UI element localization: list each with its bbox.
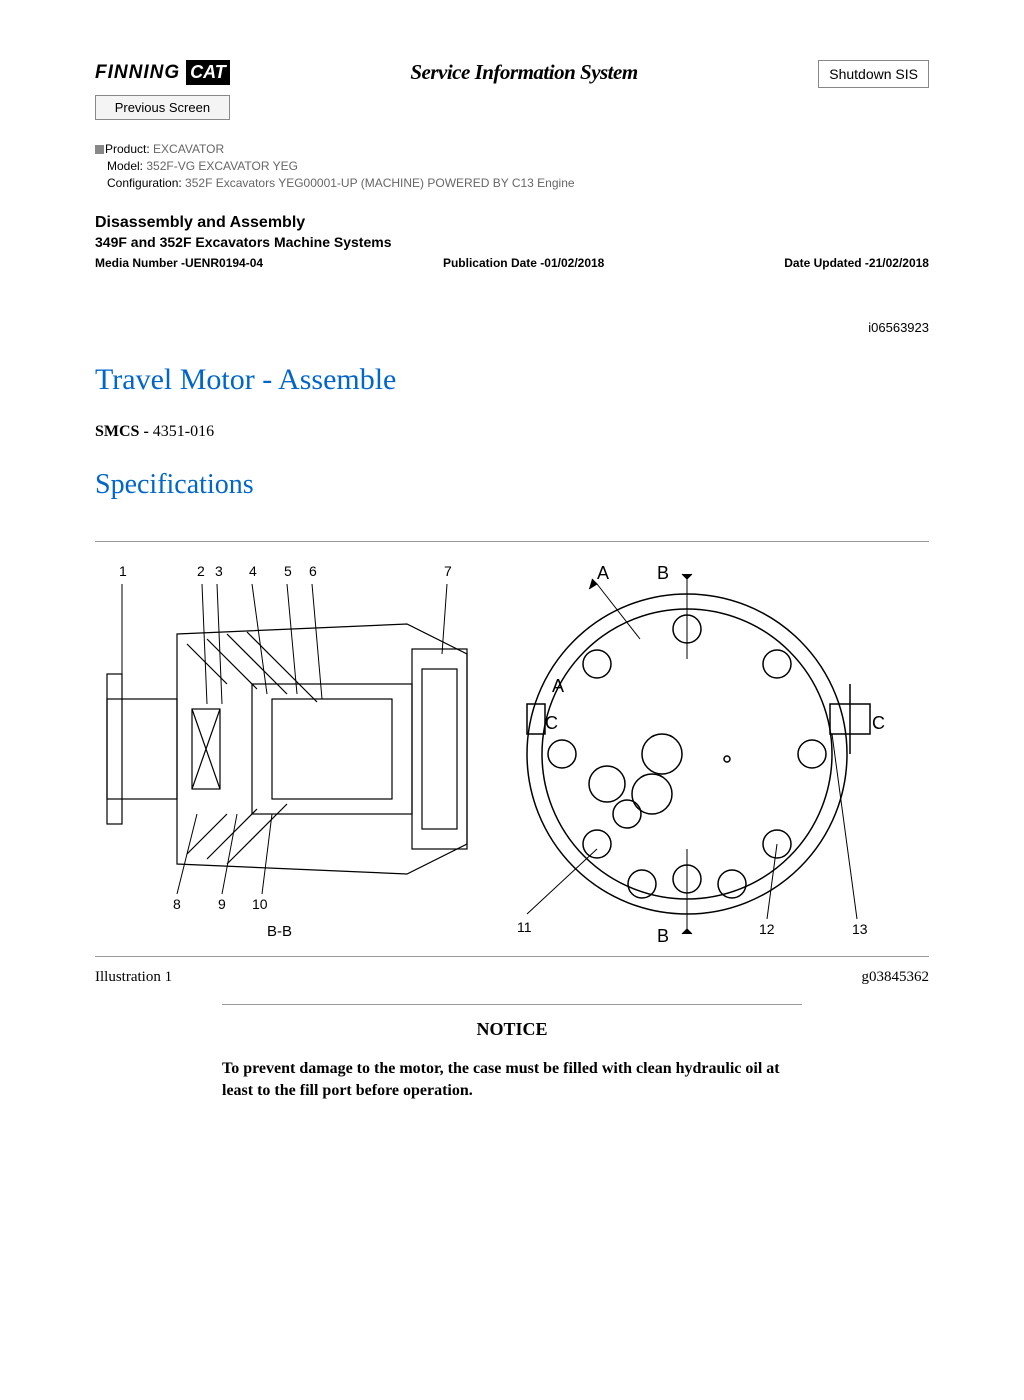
- smcs-val: 4351-016: [153, 423, 214, 440]
- notice-divider: [222, 1004, 802, 1005]
- speaker-icon: [95, 145, 104, 154]
- cat-logo-text: CAT: [186, 60, 230, 85]
- letter-C-right: C: [872, 713, 885, 733]
- doc-subheading: 349F and 352F Excavators Machine Systems: [95, 234, 929, 250]
- pub-date: Publication Date -01/02/2018: [443, 256, 604, 270]
- logo-combo: FINNING CAT: [95, 60, 230, 85]
- smcs-label: SMCS -: [95, 423, 153, 440]
- letter-A-mid: A: [552, 676, 564, 696]
- meta-config-row: Configuration: 352F Excavators YEG00001-…: [95, 176, 929, 190]
- meta-block: Product: EXCAVATOR Model: 352F-VG EXCAVA…: [95, 142, 929, 190]
- callout-6: 6: [309, 563, 317, 579]
- logo-block: FINNING CAT Previous Screen: [95, 60, 230, 120]
- meta-product-row: Product: EXCAVATOR: [95, 142, 929, 156]
- letter-C-left: C: [545, 713, 558, 733]
- illustration-caption: Illustration 1 g03845362: [95, 969, 929, 986]
- travel-motor-diagram-svg: 1 2 3 4 5 6 7 8 9 10 B-B: [95, 554, 929, 944]
- meta-product-val: EXCAVATOR: [150, 142, 224, 156]
- finning-logo-text: FINNING: [95, 62, 180, 84]
- doc-heading: Disassembly and Assembly: [95, 214, 929, 232]
- illustration-label: Illustration 1: [95, 969, 172, 986]
- callout-7: 7: [444, 563, 452, 579]
- shutdown-sis-button[interactable]: Shutdown SIS: [818, 60, 929, 88]
- notice-block: NOTICE To prevent damage to the motor, t…: [222, 1004, 802, 1101]
- callout-2: 2: [197, 563, 205, 579]
- callout-9: 9: [218, 896, 226, 912]
- letter-A-top: A: [597, 563, 609, 583]
- callout-8: 8: [173, 896, 181, 912]
- callout-13: 13: [852, 921, 868, 937]
- previous-screen-button[interactable]: Previous Screen: [95, 95, 230, 120]
- smcs-row: SMCS - 4351-016: [95, 423, 929, 441]
- divider-top: [95, 541, 929, 542]
- letter-B-top: B: [657, 563, 669, 583]
- meta-model-row: Model: 352F-VG EXCAVATOR YEG: [95, 159, 929, 173]
- callout-10: 10: [252, 896, 268, 912]
- illustration-code: g03845362: [862, 969, 930, 986]
- meta-product-label: Product:: [105, 142, 150, 156]
- meta-config-val: 352F Excavators YEG00001-UP (MACHINE) PO…: [182, 176, 575, 190]
- callout-3: 3: [215, 563, 223, 579]
- callout-4: 4: [249, 563, 257, 579]
- illustration-diagram: 1 2 3 4 5 6 7 8 9 10 B-B: [95, 554, 929, 944]
- sis-title: Service Information System: [410, 60, 637, 85]
- notice-title: NOTICE: [222, 1019, 802, 1040]
- callout-1: 1: [119, 563, 127, 579]
- article-title: Travel Motor - Assemble: [95, 363, 929, 397]
- callout-12: 12: [759, 921, 775, 937]
- callout-5: 5: [284, 563, 292, 579]
- callout-11: 11: [517, 919, 532, 935]
- meta-config-label: Configuration:: [107, 176, 182, 190]
- spec-heading: Specifications: [95, 469, 929, 501]
- doc-section: Disassembly and Assembly 349F and 352F E…: [95, 214, 929, 270]
- header: FINNING CAT Previous Screen Service Info…: [95, 60, 929, 120]
- notice-body: To prevent damage to the motor, the case…: [222, 1058, 802, 1101]
- meta-model-label: Model:: [107, 159, 143, 173]
- pub-row: Media Number -UENR0194-04 Publication Da…: [95, 256, 929, 270]
- doc-code: i06563923: [95, 320, 929, 335]
- date-updated: Date Updated -21/02/2018: [784, 256, 929, 270]
- section-label: B-B: [267, 923, 292, 940]
- meta-model-val: 352F-VG EXCAVATOR YEG: [143, 159, 298, 173]
- letter-B-bottom: B: [657, 926, 669, 944]
- media-number: Media Number -UENR0194-04: [95, 256, 263, 270]
- divider-bottom: [95, 956, 929, 957]
